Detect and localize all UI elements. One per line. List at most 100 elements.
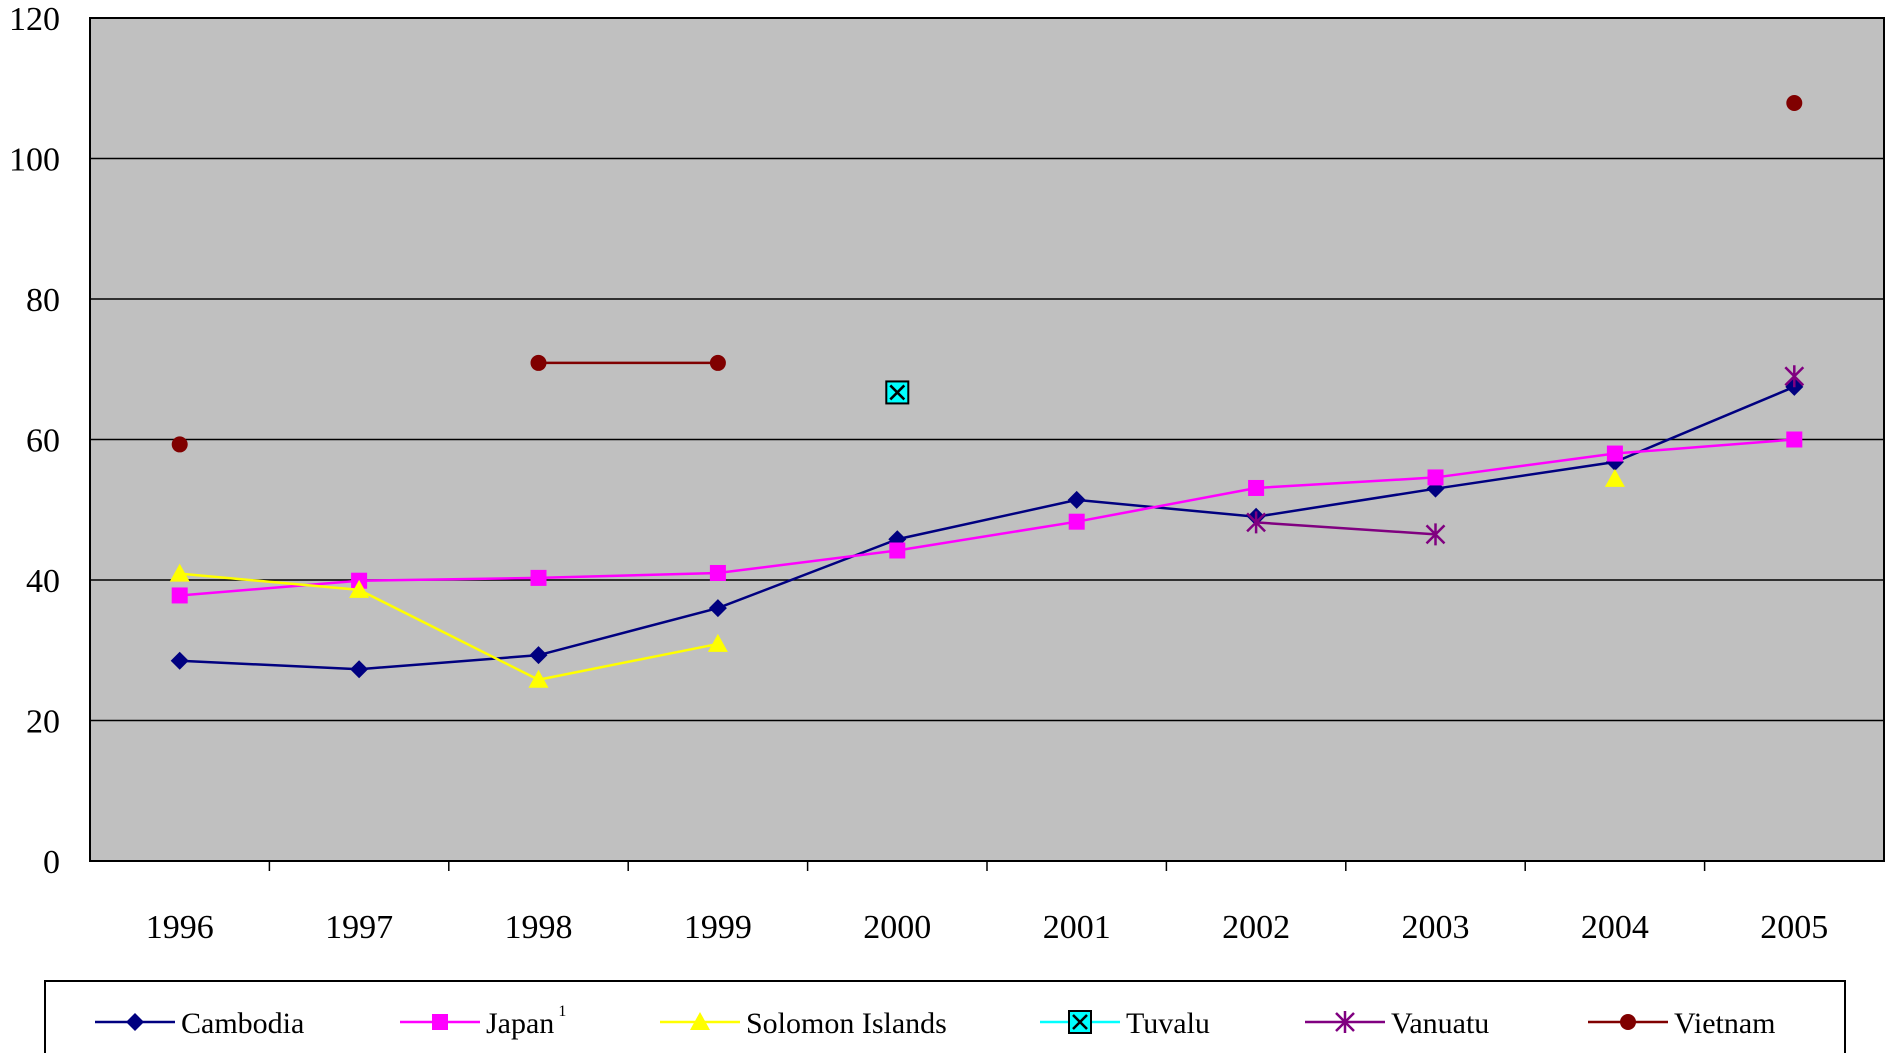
series-japan: [171, 431, 1803, 604]
marker-shape: [707, 633, 728, 652]
data-point-japan: [889, 542, 906, 559]
x-tick-label: 2000: [863, 909, 931, 946]
legend-item-japan: Japan 1: [400, 1003, 566, 1040]
marker-shape: [1248, 479, 1265, 496]
y-tick-label: 20: [26, 704, 60, 741]
marker-shape: [530, 354, 547, 371]
marker-shape: [1068, 513, 1085, 530]
data-point-solomon-islands: [1604, 468, 1625, 487]
marker-shape: [1425, 523, 1446, 546]
data-point-solomon-islands: [528, 669, 549, 688]
y-tick-label: 0: [43, 844, 60, 881]
y-tick-label: 100: [9, 142, 60, 179]
marker-shape: [170, 651, 189, 670]
data-point-solomon-islands: [169, 563, 190, 582]
data-point-solomon-islands: [349, 579, 370, 598]
legend-swatch-marker: [1068, 1010, 1092, 1034]
marker-shape: [708, 599, 727, 618]
marker-shape: [889, 384, 906, 401]
axes: 0 20 40 60 80 100 120 1996 1997 1998 1999 2000 2001 2…: [9, 1, 1828, 946]
marker-shape: [171, 436, 188, 453]
data-point-vietnam: [171, 436, 188, 453]
legend-label: Tuvalu: [1126, 1007, 1210, 1040]
legend-superscript: 1: [558, 1003, 566, 1020]
legend-item-solomon-islands: Solomon Islands: [660, 1007, 947, 1040]
data-point-vanuatu: [1425, 523, 1446, 546]
data-point-vietnam: [709, 354, 726, 371]
marker-shape: [889, 542, 906, 559]
marker-shape: [1335, 1011, 1355, 1033]
marker-shape: [529, 646, 548, 665]
marker-shape: [1246, 511, 1266, 534]
legend-swatch-marker: [1335, 1011, 1355, 1033]
x-tick-label: 1999: [684, 909, 752, 946]
data-point-cambodia: [170, 651, 189, 670]
legend-label: Vietnam: [1674, 1007, 1776, 1040]
data-point-cambodia: [708, 599, 727, 618]
marker-shape: [1784, 365, 1805, 388]
series-layer: [169, 95, 1805, 688]
x-tick-label: 2005: [1760, 909, 1828, 946]
x-tick-label: 1996: [146, 909, 214, 946]
marker-shape: [709, 354, 726, 371]
series-vanuatu: [1246, 365, 1805, 546]
x-tick-label: 2003: [1402, 909, 1470, 946]
data-point-japan: [1427, 469, 1444, 486]
series-tuvalu: [885, 380, 910, 405]
marker-shape: [528, 669, 549, 688]
y-tick-label: 60: [26, 423, 60, 460]
data-point-japan: [171, 587, 188, 604]
data-point-japan: [1068, 513, 1085, 530]
marker-shape: [432, 1014, 448, 1030]
legend-item-tuvalu: Tuvalu: [1040, 1007, 1210, 1040]
series-vietnam: [171, 95, 1803, 453]
x-tick-label: 2002: [1222, 909, 1290, 946]
series-line-vanuatu: [1256, 521, 1436, 536]
legend-item-vietnam: Vietnam: [1588, 1007, 1776, 1040]
x-tick-label: 2001: [1043, 909, 1111, 946]
data-point-japan: [1786, 431, 1803, 448]
marker-shape: [690, 1012, 710, 1030]
marker-shape: [1604, 468, 1625, 487]
data-point-japan: [709, 564, 726, 581]
series-line-solomon-islands: [179, 572, 719, 682]
marker-shape: [1786, 95, 1803, 112]
data-point-vietnam: [530, 354, 547, 371]
marker-shape: [126, 1013, 144, 1031]
data-point-vietnam: [1786, 95, 1803, 112]
legend-box: [44, 980, 1846, 1058]
y-tick-label: 80: [26, 282, 60, 319]
marker-shape: [349, 579, 370, 598]
series-line-cambodia: [179, 385, 1795, 671]
x-tick-label: 2004: [1581, 909, 1649, 946]
marker-shape: [1620, 1014, 1636, 1030]
legend-label: Vanuatu: [1391, 1007, 1489, 1040]
marker-shape: [1786, 431, 1803, 448]
y-tick-label: 40: [26, 563, 60, 600]
legend-item-cambodia: Cambodia: [95, 1007, 304, 1040]
legend-label: Solomon Islands: [746, 1007, 947, 1040]
marker-shape: [1067, 490, 1086, 509]
legend: Cambodia Japan 1 Solomon Islands Tuvalu Vanua…: [95, 1003, 1776, 1040]
legend-swatch-marker: [1620, 1014, 1636, 1030]
data-point-vanuatu: [1784, 365, 1805, 388]
legend-swatch-marker: [432, 1014, 448, 1030]
marker-shape: [171, 587, 188, 604]
data-point-cambodia: [529, 646, 548, 665]
series-solomon-islands: [169, 468, 1625, 688]
legend-swatch-marker: [690, 1012, 710, 1030]
data-point-vanuatu: [1246, 511, 1266, 534]
marker-shape: [1606, 445, 1623, 462]
data-point-japan: [1606, 445, 1623, 462]
data-point-cambodia: [1067, 490, 1086, 509]
marker-shape: [169, 563, 190, 582]
data-point-japan: [1248, 479, 1265, 496]
x-tick-label: 1998: [505, 909, 573, 946]
data-point-tuvalu: [885, 380, 910, 405]
marker-shape: [350, 660, 369, 679]
marker-shape: [1427, 469, 1444, 486]
marker-shape: [709, 564, 726, 581]
marker-shape: [1072, 1014, 1088, 1030]
